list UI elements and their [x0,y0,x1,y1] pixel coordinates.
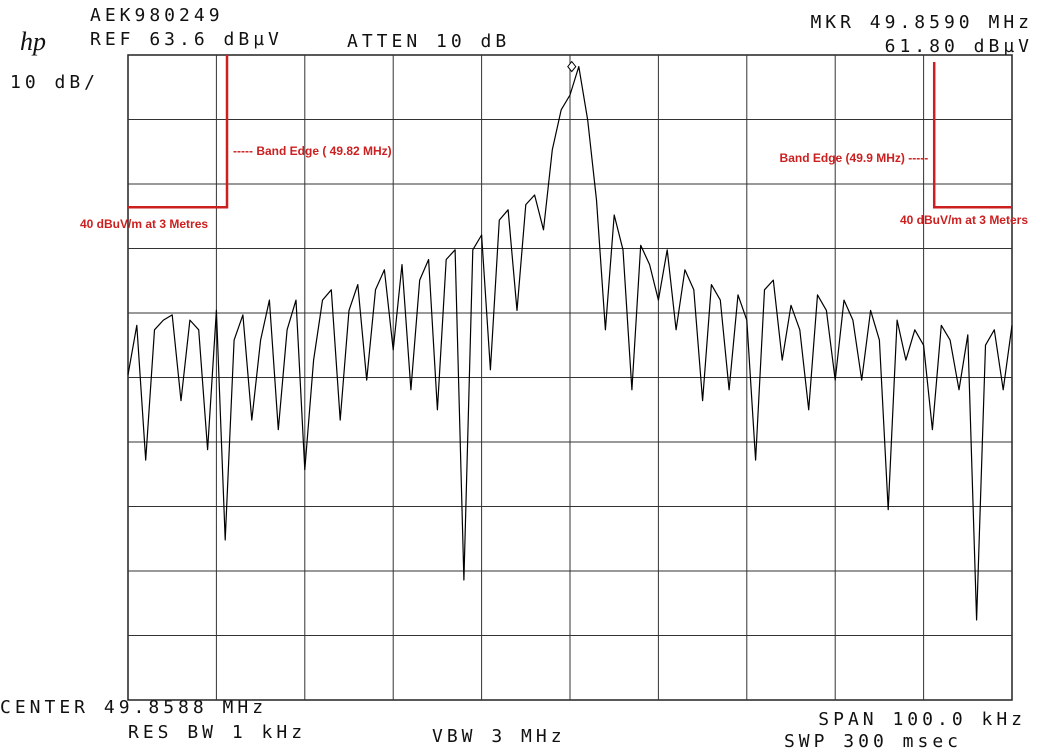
atten-label: ATTEN 10 dB [347,31,510,52]
limit-label: 40 dBuV/m at 3 Meters [900,213,1028,227]
marker [567,60,577,73]
marker-level-label: 61.80 dBµV [885,36,1033,57]
band-edge-label: ----- Band Edge ( 49.82 MHz) [233,144,392,158]
limit-label: 40 dBuV/m at 3 Metres [80,217,208,231]
scale-label: 10 dB/ [10,72,99,93]
rbw-label: RES BW 1 kHz [128,722,306,743]
center-label: CENTER 49.8588 MHz [0,697,267,718]
limit-line [932,62,1012,209]
span-label: SPAN 100.0 kHz [818,709,1026,730]
marker-freq-label: MKR 49.8590 MHz [810,12,1033,33]
vbw-label: VBW 3 MHz [432,726,566,747]
logo: hp [20,27,46,56]
sweep-label: SWP 300 msec [784,731,962,752]
id-label: AEK980249 [90,5,224,26]
trace [127,66,1013,621]
ref-label: REF 63.6 dBµV [90,29,283,50]
band-edge-label: Band Edge (49.9 MHz) ----- [780,151,929,165]
limit-line [128,55,229,209]
